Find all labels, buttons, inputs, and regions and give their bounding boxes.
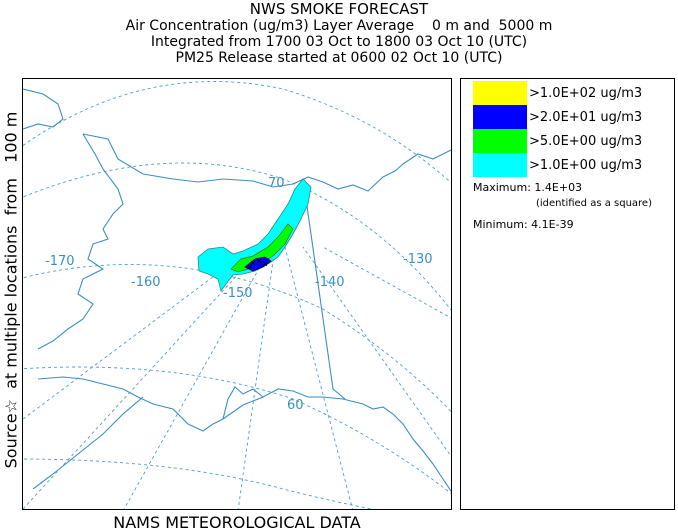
legend-swatch [473,81,527,105]
source-star-3 [262,261,268,267]
latitude-line-60 [23,366,451,495]
maximum-value: Maximum: 1.4E+03 [473,181,583,194]
map-panel[interactable]: -170 -160 -150 -140 -130 70 60 [22,78,452,510]
lat-label-60: 60 [287,398,304,413]
legend-panel: >1.0E+02 ug/m3 >2.0E+01 ug/m3 >5.0E+00 u… [460,78,675,510]
coast-cook-inlet [222,386,264,420]
legend-label: >5.0E+00 ug/m3 [529,133,643,149]
coast-north-alaska [82,133,404,192]
legend-label: >1.0E+00 ug/m3 [529,157,643,173]
plume-cyan-region [197,178,312,292]
latitude-line-70 [23,162,451,311]
lon-label-130: -130 [403,252,433,267]
latitude-line-65 [23,264,451,413]
subtitle-integration: Integrated from 1700 03 Oct to 1800 03 O… [150,34,528,50]
subtitle-layer: Air Concentration (ug/m3) Layer Average … [125,18,553,34]
coast-aleutians [32,396,144,490]
legend-swatch [473,153,527,177]
lon-label-150: -150 [223,286,253,301]
meteorological-data-caption: NAMS METEOROLOGICAL DATA [113,513,361,532]
source-star-2 [256,258,262,264]
legend-row: >1.0E+00 ug/m3 [473,153,642,177]
legend-row: >5.0E+00 ug/m3 [473,129,642,153]
source-markers [247,258,268,270]
lon-label-170: -170 [45,254,75,269]
longitude-lines [23,246,451,509]
legend-swatch [473,105,527,129]
plume-blue-region [244,256,272,272]
minimum-value: Minimum: 4.1E-39 [473,218,574,231]
legend-row: >1.0E+02 ug/m3 [473,81,642,105]
source-star-1 [250,260,256,266]
source-side-label: Source☆ at multiple locations from 100 m [1,111,21,469]
coastlines [23,88,451,492]
coast-canada [402,149,451,165]
coast-siberia [23,88,64,130]
map-title: NWS SMOKE FORECAST [249,0,429,18]
longitude-line-150 [237,246,276,509]
legend-swatch [473,129,527,153]
latitude-lines [23,81,451,509]
map-svg: -170 -160 -150 -140 -130 70 60 [23,81,451,509]
longitude-line-170 [23,246,264,509]
graticule-labels: -170 -160 -150 -140 -130 70 60 [45,176,433,413]
longitude-line-120 [322,246,451,319]
legend-label: >1.0E+02 ug/m3 [529,85,643,101]
coast-west-alaska [37,133,124,350]
source-star-4 [247,264,253,270]
latitude-line-55 [23,458,375,509]
legend-label: >2.0E+01 ug/m3 [529,109,643,125]
title-block: NWS SMOKE FORECAST Air Concentration (ug… [0,0,678,66]
legend-row: >2.0E+01 ug/m3 [473,105,642,129]
longitude-line-130 [302,246,451,457]
lat-label-70: 70 [268,176,285,191]
longitude-line-160 [123,246,272,509]
smoke-plume [197,178,312,292]
coast-south-alaska [37,376,451,492]
latitude-line-75 [23,81,451,184]
subtitle-release: PM25 Release started at 0600 02 Oct 10 (… [175,50,503,66]
maximum-note: (identified as a square) [536,198,652,209]
border-alaska-canada [305,198,346,400]
lon-label-140: -140 [315,275,345,290]
lon-label-160: -160 [131,275,161,290]
source-side-label-wrap: Source☆ at multiple locations from 100 m [0,70,22,510]
